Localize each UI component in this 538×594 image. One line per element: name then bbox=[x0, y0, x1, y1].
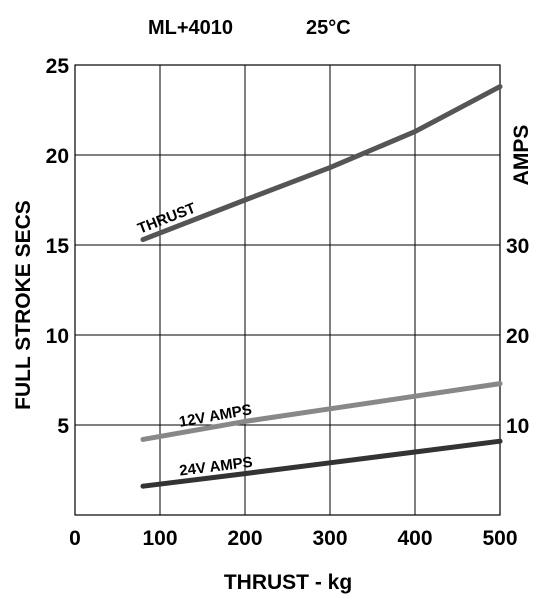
data-point bbox=[242, 471, 248, 476]
x-tick-label: 100 bbox=[142, 527, 177, 550]
data-point bbox=[140, 483, 146, 489]
data-point bbox=[242, 197, 248, 203]
series-24v-amps: 24V AMPS bbox=[140, 438, 503, 489]
gridlines bbox=[75, 65, 500, 515]
data-point bbox=[412, 393, 418, 399]
series-line bbox=[140, 84, 503, 243]
x-tick-label: 400 bbox=[397, 527, 432, 550]
y-tick-label: 25 bbox=[46, 55, 70, 78]
series-thrust: THRUST bbox=[135, 84, 503, 243]
y2-tick-label: 20 bbox=[506, 325, 529, 348]
data-point bbox=[497, 84, 503, 89]
x-tick-label: 200 bbox=[227, 527, 262, 550]
y-tick-label: 20 bbox=[46, 145, 69, 168]
y-tick-label: 5 bbox=[57, 415, 69, 438]
data-point bbox=[412, 449, 418, 455]
data-point bbox=[412, 129, 418, 135]
chart-title: ML+4010 bbox=[148, 17, 233, 39]
y-tick-label: 10 bbox=[46, 325, 69, 348]
data-point bbox=[327, 165, 333, 171]
y-tick-label: 15 bbox=[46, 235, 70, 258]
data-point bbox=[327, 460, 333, 466]
plot-frame bbox=[74, 64, 501, 516]
data-point bbox=[242, 419, 248, 424]
temperature-value: 25 bbox=[306, 17, 328, 39]
x-tick-label: 300 bbox=[312, 527, 347, 550]
data-point bbox=[140, 237, 146, 243]
y-axis-label: FULL STROKE SECS bbox=[12, 200, 35, 410]
data-point bbox=[497, 381, 503, 386]
y2-tick-label: 30 bbox=[506, 235, 529, 258]
temperature-unit: °C bbox=[328, 17, 350, 39]
series-12v-amps: 12V AMPS bbox=[140, 381, 503, 442]
y2-axis-label: AMPS bbox=[510, 125, 533, 186]
ticks-layer: 0 100 200 300 400 500 5 10 15 20 25 10 20 30 bbox=[46, 55, 530, 550]
data-point bbox=[140, 437, 146, 442]
x-tick-label: 500 bbox=[482, 527, 517, 550]
y2-tick-label: 10 bbox=[506, 415, 529, 438]
x-axis-label: THRUST - kg bbox=[224, 571, 352, 594]
chart-temperature: 25°C bbox=[306, 17, 351, 39]
data-point bbox=[497, 438, 503, 444]
data-point bbox=[327, 406, 333, 412]
x-tick-label: 0 bbox=[69, 527, 81, 550]
